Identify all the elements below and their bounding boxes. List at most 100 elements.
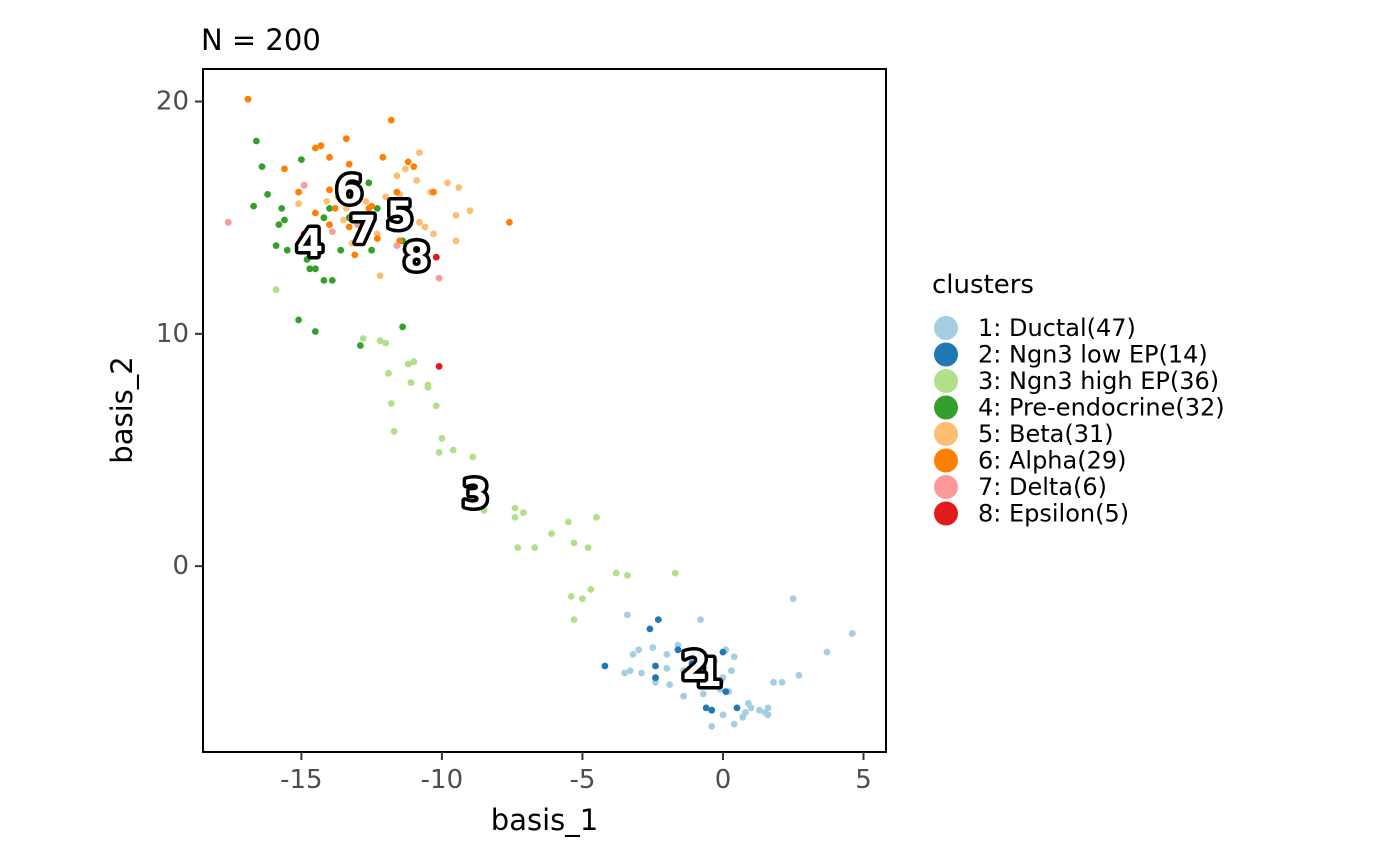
x-axis-title: basis_1 <box>491 803 598 837</box>
x-tick-label: -10 <box>421 765 463 795</box>
data-point-cluster-5 <box>404 256 412 263</box>
x-tick-label: -5 <box>569 765 595 795</box>
data-point-cluster-3 <box>567 593 575 600</box>
data-point-cluster-6 <box>373 235 381 243</box>
data-point-cluster-3 <box>407 379 415 386</box>
data-point-cluster-3 <box>514 544 522 551</box>
data-point-cluster-5 <box>348 214 356 222</box>
data-point-cluster-6 <box>387 116 395 124</box>
data-point-cluster-2 <box>702 704 710 712</box>
data-point-cluster-3 <box>624 572 631 579</box>
data-point-cluster-6 <box>410 163 418 171</box>
data-point-cluster-4 <box>326 205 333 212</box>
data-point-cluster-3 <box>424 383 432 391</box>
data-point-cluster-5 <box>323 198 331 205</box>
y-tick-label: 10 <box>156 319 189 349</box>
cluster-label-3: 3 <box>462 472 488 516</box>
data-point-cluster-4 <box>337 246 345 254</box>
data-point-cluster-3 <box>584 544 592 551</box>
data-point-cluster-1 <box>789 595 797 603</box>
data-point-cluster-2 <box>652 674 659 682</box>
data-point-cluster-3 <box>480 507 488 514</box>
data-point-cluster-3 <box>593 514 600 521</box>
data-point-cluster-4 <box>320 277 328 284</box>
data-point-cluster-4 <box>306 265 314 273</box>
data-point-cluster-3 <box>511 504 519 512</box>
data-point-cluster-5 <box>376 272 384 280</box>
data-point-cluster-1 <box>624 611 631 619</box>
data-point-cluster-4 <box>272 242 280 250</box>
data-point-cluster-4 <box>354 214 361 222</box>
data-point-cluster-6 <box>281 165 288 173</box>
legend-key-3 <box>934 369 958 393</box>
data-point-cluster-1 <box>699 690 707 698</box>
data-point-cluster-1 <box>770 678 777 686</box>
legend-label-4: 4: Pre-endocrine(32) <box>978 394 1225 422</box>
data-point-cluster-2 <box>688 660 696 668</box>
data-point-cluster-7 <box>393 242 401 250</box>
data-point-cluster-6 <box>404 158 412 166</box>
data-point-cluster-6 <box>312 209 319 217</box>
data-point-cluster-6 <box>351 251 359 259</box>
data-point-cluster-1 <box>629 651 637 658</box>
data-point-cluster-5 <box>410 253 418 261</box>
data-point-cluster-1 <box>626 667 634 675</box>
data-point-cluster-6 <box>326 221 333 229</box>
data-point-cluster-1 <box>756 706 763 714</box>
data-point-cluster-2 <box>719 648 727 656</box>
data-point-cluster-5 <box>390 225 398 233</box>
data-point-cluster-3 <box>410 358 418 366</box>
data-point-cluster-3 <box>449 446 457 454</box>
data-point-cluster-6 <box>413 237 420 245</box>
data-point-cluster-8 <box>432 253 440 261</box>
data-point-cluster-5 <box>416 251 423 259</box>
data-point-cluster-4 <box>312 244 319 252</box>
data-point-cluster-6 <box>244 95 252 103</box>
data-point-cluster-3 <box>579 595 586 603</box>
legend-label-2: 2: Ngn3 low EP(14) <box>978 341 1208 369</box>
y-axis-title: basis_2 <box>105 356 139 463</box>
data-point-cluster-1 <box>621 669 628 677</box>
data-point-cluster-5 <box>382 193 390 201</box>
data-point-cluster-3 <box>385 369 392 377</box>
data-point-cluster-5 <box>416 218 423 226</box>
data-point-cluster-1 <box>764 704 772 712</box>
data-point-cluster-6 <box>345 160 353 168</box>
data-point-cluster-5 <box>402 246 409 254</box>
cluster-label-5: 5 <box>386 193 412 237</box>
data-point-cluster-6 <box>295 188 302 196</box>
data-point-cluster-6 <box>345 223 353 231</box>
data-point-cluster-2 <box>601 662 609 670</box>
data-point-cluster-1 <box>778 678 786 686</box>
data-point-cluster-4 <box>312 328 319 335</box>
data-point-cluster-7 <box>354 221 361 229</box>
cluster-label-2: 2 <box>682 644 708 688</box>
data-point-cluster-3 <box>671 569 679 577</box>
y-axis: 0 10 20 <box>156 87 203 581</box>
data-point-cluster-1 <box>716 685 724 693</box>
data-point-cluster-4 <box>396 207 404 215</box>
data-point-cluster-2 <box>652 662 659 670</box>
legend-title: clusters <box>932 270 1034 300</box>
data-point-cluster-3 <box>382 339 390 347</box>
legend-label-5: 5: Beta(31) <box>978 420 1114 448</box>
data-point-cluster-3 <box>438 435 446 442</box>
data-point-cluster-1 <box>666 681 673 688</box>
data-point-cluster-5 <box>393 172 401 180</box>
cluster-label-8: 8 <box>403 235 429 279</box>
data-point-cluster-4 <box>328 277 336 284</box>
data-point-cluster-3 <box>435 448 443 456</box>
data-point-cluster-6 <box>345 184 353 191</box>
data-point-cluster-1 <box>795 671 803 679</box>
data-point-cluster-8 <box>435 363 443 370</box>
data-point-cluster-3 <box>548 530 555 537</box>
legend-key-6 <box>934 448 958 473</box>
legend-label-8: 8: Epsilon(5) <box>978 500 1129 528</box>
data-point-cluster-3 <box>390 428 398 435</box>
data-point-cluster-1 <box>638 669 645 677</box>
data-point-cluster-3 <box>612 569 620 577</box>
data-point-cluster-2 <box>733 704 741 712</box>
data-point-cluster-4 <box>278 205 286 212</box>
data-point-cluster-5 <box>342 205 350 212</box>
data-point-cluster-4 <box>365 179 373 187</box>
